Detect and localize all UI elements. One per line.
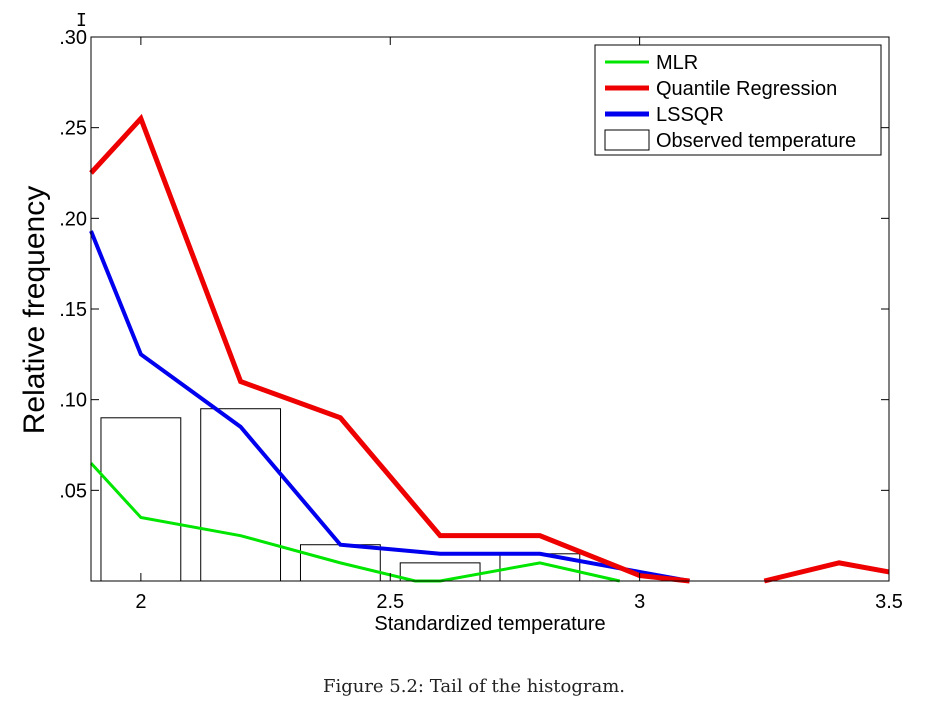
series-line-quantile-regression-1 [89,113,690,584]
x-tick-label-2: 3 [634,591,645,613]
observed-bar-1 [200,408,282,582]
x-tick-label-1: 2.5 [376,591,404,613]
y-tick-label-0: .05 [59,480,87,502]
legend-label-0: MLR [656,52,698,74]
figure-caption: Figure 5.2: Tail of the histogram. [322,676,626,697]
y-tick-label-4: .25 [59,118,87,140]
legend-label-3: Observed temperature [656,130,856,152]
observed-bar-3 [399,562,481,582]
legend: MLR Quantile Regression LSSQR Observed temp… [594,44,882,156]
series-line-mlr-0 [89,462,621,583]
observed-bar-0 [100,417,182,582]
x-axis-label: Standardized temperature [374,613,605,635]
text-cursor-icon: I [76,10,87,31]
series-lines [89,113,890,584]
y-tick-label-1: .10 [59,390,87,412]
axis-ticks: 2 2.5 3 3.5 .05 .10 .15 .20 .25 .30 [59,27,903,613]
y-tick-label-3: .20 [59,208,87,230]
y-axis-label: Relative frequency [18,186,51,434]
y-tick-label-5: .30 [59,27,87,49]
y-tick-label-2: .15 [59,299,87,321]
series-line-quantile-regression-2 [763,560,890,584]
legend-swatch-3 [604,129,650,151]
legend-label-1: Quantile Regression [656,78,837,100]
x-tick-label-3: 3.5 [875,591,903,613]
legend-label-2: LSSQR [656,104,724,126]
x-tick-label-0: 2 [135,591,146,613]
